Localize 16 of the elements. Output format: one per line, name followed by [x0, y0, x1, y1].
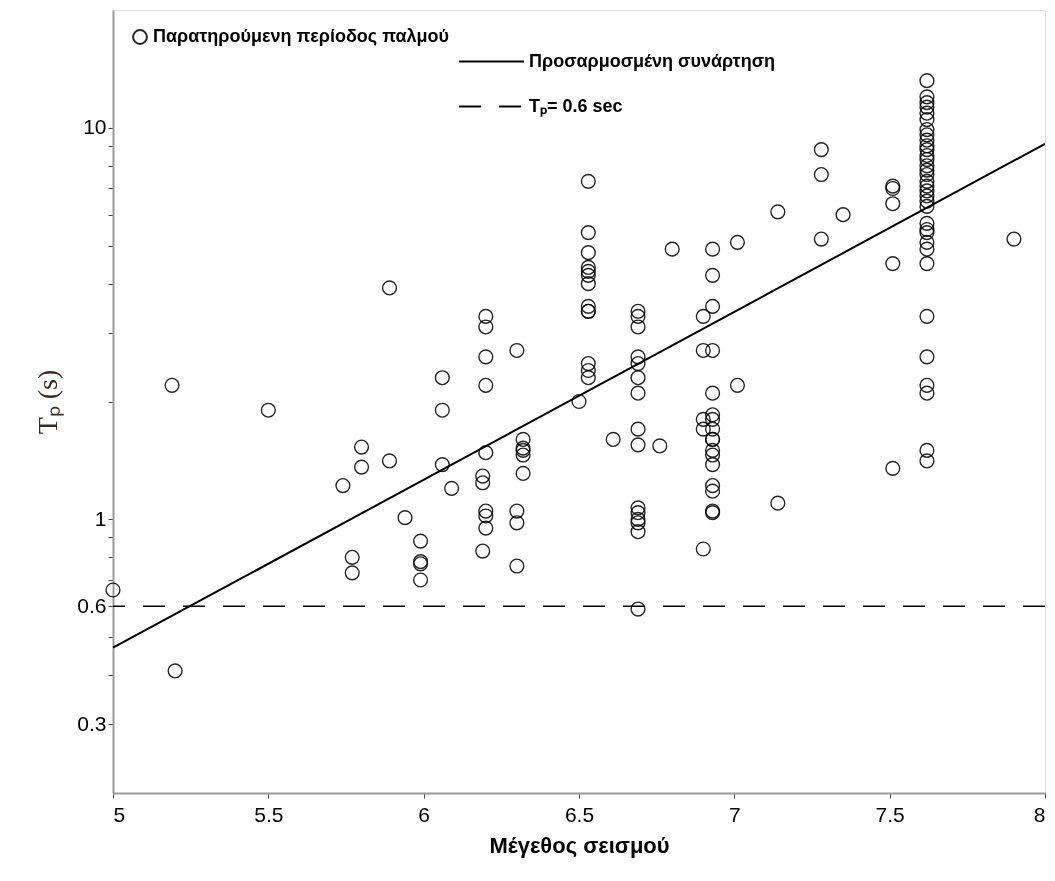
y-tick-label: 1 — [94, 506, 107, 530]
x-tick-label: 7 — [728, 802, 741, 826]
legend-label: Προσαρμοσμένη συνάρτηση — [529, 50, 775, 71]
x-tick-label: 6.5 — [564, 802, 595, 826]
x-axis-title: Μέγεθος σεισμού — [489, 832, 670, 858]
y-tick-label: 0.3 — [77, 711, 107, 735]
legend-label: Tₚ= 0.6 sec — [529, 95, 623, 117]
x-tick-label: 6 — [418, 802, 431, 826]
x-tick-label: 7.5 — [875, 802, 905, 826]
x-tick-label: 5.5 — [254, 802, 284, 826]
legend-label: Παρατηρούμενη περίοδος παλμού — [153, 26, 450, 46]
x-tick-label: 5 — [113, 802, 126, 826]
y-tick-label: 0.6 — [77, 593, 107, 617]
y-axis-title: Tₚ (s) — [32, 369, 65, 435]
y-tick-label: 10 — [83, 115, 107, 139]
x-tick-label: 8 — [1033, 802, 1046, 826]
